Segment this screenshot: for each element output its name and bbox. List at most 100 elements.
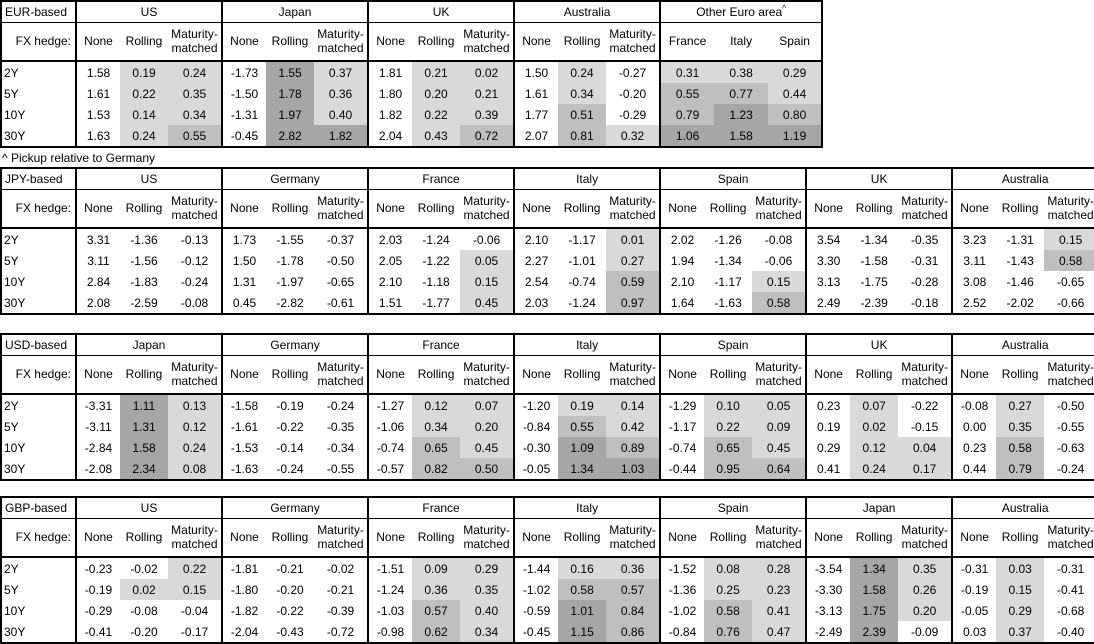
value-cell: -0.22	[910, 398, 939, 413]
subheader-none: None	[221, 22, 267, 62]
value-cell: -1.43	[1006, 253, 1034, 268]
value-cell: -1.22	[422, 253, 450, 268]
subheader-none: None	[221, 189, 267, 229]
fx-hedge-label: FX hedge:	[1, 355, 76, 395]
value-cell: 3.30	[805, 250, 851, 271]
subheader-none: None	[367, 355, 413, 395]
value-cell: -0.98	[367, 621, 413, 643]
value-cell: -0.24	[276, 461, 304, 476]
subheader-maturity-matched: Maturity-matched	[168, 355, 223, 395]
subheader-france: France	[659, 22, 715, 62]
value-cell: 2.04	[367, 125, 413, 147]
value-cell: 0.80	[768, 104, 823, 125]
value-cell: 0.72	[460, 125, 515, 147]
value-cell: 0.21	[412, 61, 461, 83]
table-row: 30Y -0.41 -0.20 -0.17 -2.04 -0.43 -0.72 -0.98 0.…	[1, 621, 1094, 643]
table-row: 10Y -2.84 1.58 0.24 -1.53 -0.14 -0.34 -0.74 0.65…	[1, 437, 1094, 458]
value-cell: 1.81	[367, 61, 413, 83]
value-cell: -0.22	[276, 603, 304, 618]
value-cell: -1.18	[422, 274, 450, 289]
value-cell: 0.12	[850, 437, 899, 458]
subheader-maturity-matched: Maturity-matched	[606, 22, 661, 62]
value-cell: 0.22	[412, 104, 461, 125]
value-cell: -0.31	[1056, 561, 1085, 576]
value-cell: 1.94	[659, 250, 705, 271]
subheader-rolling: Rolling	[120, 355, 168, 395]
group-header-italy: Italy	[513, 168, 661, 190]
value-cell: 0.08	[168, 458, 223, 480]
value-cell: 3.31	[75, 228, 120, 250]
value-cell: -0.09	[910, 624, 939, 639]
value-cell: 2.39	[850, 621, 899, 643]
subheader-rolling: Rolling	[996, 355, 1045, 395]
value-cell: 1.03	[606, 458, 661, 480]
subheader-none: None	[75, 518, 120, 558]
value-cell: 0.35	[460, 579, 515, 600]
subheader-rolling: Rolling	[850, 189, 899, 229]
value-cell: 0.86	[606, 621, 661, 643]
value-cell: 0.35	[996, 416, 1045, 437]
subheader-rolling: Rolling	[558, 189, 607, 229]
value-cell: 2.02	[659, 228, 705, 250]
value-cell: -1.02	[659, 600, 705, 621]
value-cell: -2.08	[75, 458, 120, 480]
value-cell: 0.27	[606, 250, 661, 271]
subheader-maturity-matched: Maturity-matched	[460, 189, 515, 229]
footnote-marker: ^	[782, 4, 786, 13]
value-cell: -0.06	[472, 232, 501, 247]
value-cell: 1.61	[513, 83, 559, 104]
value-cell: 0.55	[659, 83, 715, 104]
value-cell: 0.58	[558, 579, 607, 600]
fx-hedge-label: FX hedge:	[1, 189, 76, 229]
value-cell: -0.04	[180, 603, 209, 618]
value-cell: 0.24	[850, 458, 899, 480]
row-label-5y: 5Y	[4, 86, 19, 101]
subheader-rolling: Rolling	[412, 518, 461, 558]
value-cell: -0.24	[180, 274, 209, 289]
value-cell: 0.16	[558, 557, 607, 579]
value-cell: 0.34	[460, 621, 515, 643]
subheader-rolling: Rolling	[120, 189, 168, 229]
group-header-australia: Australia	[513, 1, 661, 23]
value-cell: -1.56	[130, 253, 158, 268]
subheader-none: None	[367, 22, 413, 62]
value-cell: -0.39	[326, 603, 355, 618]
value-cell: -1.06	[367, 416, 413, 437]
value-cell: -0.27	[618, 65, 647, 80]
value-cell: 0.14	[120, 104, 168, 125]
value-cell: 0.44	[768, 83, 823, 104]
value-cell: -1.26	[714, 232, 742, 247]
value-cell: -2.84	[75, 437, 120, 458]
value-cell: -0.05	[513, 458, 559, 480]
value-cell: 1.15	[558, 621, 607, 643]
value-cell: -0.23	[75, 557, 120, 579]
value-cell: 0.07	[460, 394, 515, 416]
value-cell: 0.22	[704, 416, 753, 437]
value-cell: 0.22	[168, 557, 223, 579]
subheader-italy: Italy	[714, 22, 769, 62]
value-cell: -3.30	[805, 579, 851, 600]
subheader-maturity-matched: Maturity-matched	[314, 22, 369, 62]
value-cell: 0.36	[606, 557, 661, 579]
value-cell: -1.61	[221, 416, 267, 437]
value-cell: 0.19	[558, 394, 607, 416]
value-cell: -1.80	[221, 579, 267, 600]
subheader-maturity-matched: Maturity-matched	[314, 189, 369, 229]
value-cell: 0.34	[558, 83, 607, 104]
value-cell: 0.23	[805, 394, 851, 416]
value-cell: 0.62	[412, 621, 461, 643]
row-label-30y: 30Y	[4, 461, 26, 476]
subheader-rolling: Rolling	[120, 518, 168, 558]
subheader-maturity-matched: Maturity-matched	[168, 189, 223, 229]
table-usd-based: USD-based Japan Germany France Italy Spain UK A…	[0, 333, 1094, 481]
value-cell: -0.41	[75, 621, 120, 643]
value-cell: -0.55	[1056, 419, 1085, 434]
table-eur-based: EUR-based US Japan UK Australia Other Euro ar…	[0, 0, 824, 148]
value-cell: 0.15	[460, 271, 515, 292]
value-cell: 0.35	[898, 557, 953, 579]
value-cell: 1.11	[120, 394, 168, 416]
value-cell: 0.01	[606, 228, 661, 250]
value-cell: 2.03	[513, 292, 559, 314]
group-header-australia: Australia	[951, 497, 1094, 519]
value-cell: 0.37	[996, 621, 1045, 643]
